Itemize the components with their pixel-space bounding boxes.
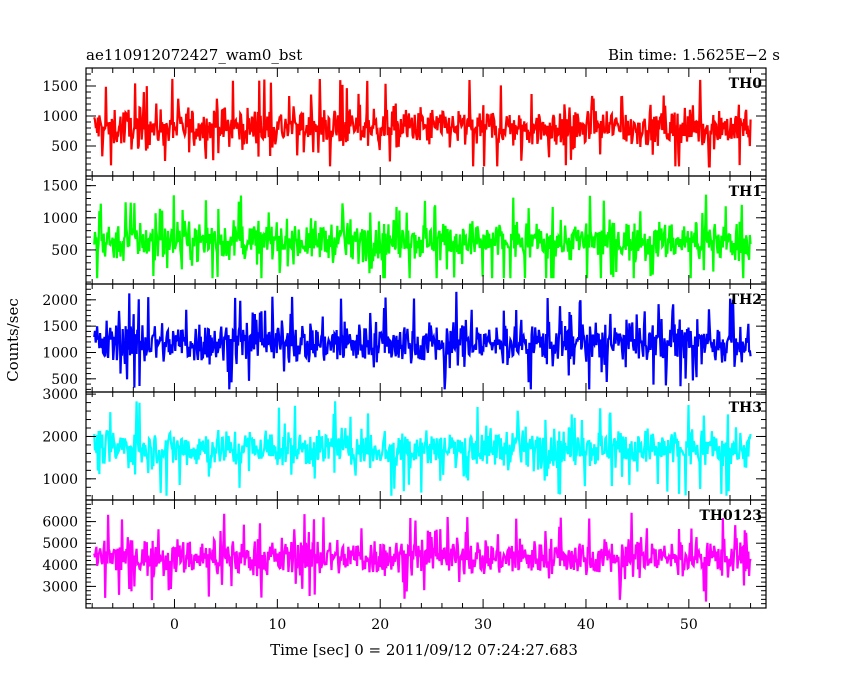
series-line-th0 bbox=[93, 78, 752, 168]
series-label-th1: TH1 bbox=[729, 184, 762, 200]
y-tick-label: 4000 bbox=[42, 558, 78, 574]
series-label-th3: TH3 bbox=[729, 400, 762, 416]
y-tick-label: 1500 bbox=[42, 319, 78, 335]
y-tick-label: 500 bbox=[51, 372, 78, 388]
y-tick-label: 2000 bbox=[42, 293, 78, 309]
panel-th0123: 3000 4000 5000 6000 TH0123 bbox=[42, 499, 767, 609]
y-axis-label: Counts/sec bbox=[4, 298, 22, 382]
series-line-th1 bbox=[93, 194, 752, 279]
series-line-th2 bbox=[93, 291, 752, 390]
panel-th2: 500 1000 1500 2000 TH2 bbox=[42, 283, 767, 393]
series-line-th0123 bbox=[93, 512, 752, 602]
x-tick-label: 0 bbox=[170, 617, 179, 633]
y-tick-label: 5000 bbox=[42, 536, 78, 552]
y-tick-label: 1000 bbox=[42, 345, 78, 361]
series-label-th0123: TH0123 bbox=[699, 508, 762, 524]
panel-frame bbox=[85, 499, 767, 609]
panel-th3: 1000 2000 3000 TH3 bbox=[42, 387, 767, 501]
y-tick-label: 6000 bbox=[42, 515, 78, 531]
series-label-th0: TH0 bbox=[729, 76, 763, 92]
y-tick-label: 3000 bbox=[42, 387, 78, 403]
y-tick-label: 500 bbox=[51, 243, 78, 259]
panel-th1: 500 1000 1500 TH1 bbox=[42, 175, 767, 285]
y-tick-label: 2000 bbox=[42, 429, 78, 445]
series-line-th3 bbox=[93, 401, 752, 496]
y-tick-label: 1500 bbox=[42, 179, 78, 195]
y-tick-label: 1000 bbox=[42, 472, 78, 488]
y-tick-label: 1000 bbox=[42, 211, 78, 227]
x-tick-label: 10 bbox=[268, 617, 286, 633]
x-tick-label: 20 bbox=[371, 617, 389, 633]
series-label-th2: TH2 bbox=[729, 292, 762, 308]
chart-title-right: Bin time: 1.5625E−2 s bbox=[608, 46, 780, 64]
y-tick-label: 500 bbox=[51, 139, 78, 155]
x-axis-label: Time [sec] 0 = 2011/09/12 07:24:27.683 bbox=[270, 641, 578, 659]
panel-th0: 500 1000 1500 TH0 bbox=[42, 67, 767, 177]
x-tick-label: 50 bbox=[680, 617, 698, 633]
chart-title-left: ae110912072427_wam0_bst bbox=[86, 46, 302, 64]
x-tick-label: 30 bbox=[474, 617, 492, 633]
y-tick-label: 1000 bbox=[42, 109, 78, 125]
x-tick-label: 40 bbox=[577, 617, 595, 633]
y-tick-label: 1500 bbox=[42, 79, 78, 95]
y-tick-label: 3000 bbox=[42, 579, 78, 595]
